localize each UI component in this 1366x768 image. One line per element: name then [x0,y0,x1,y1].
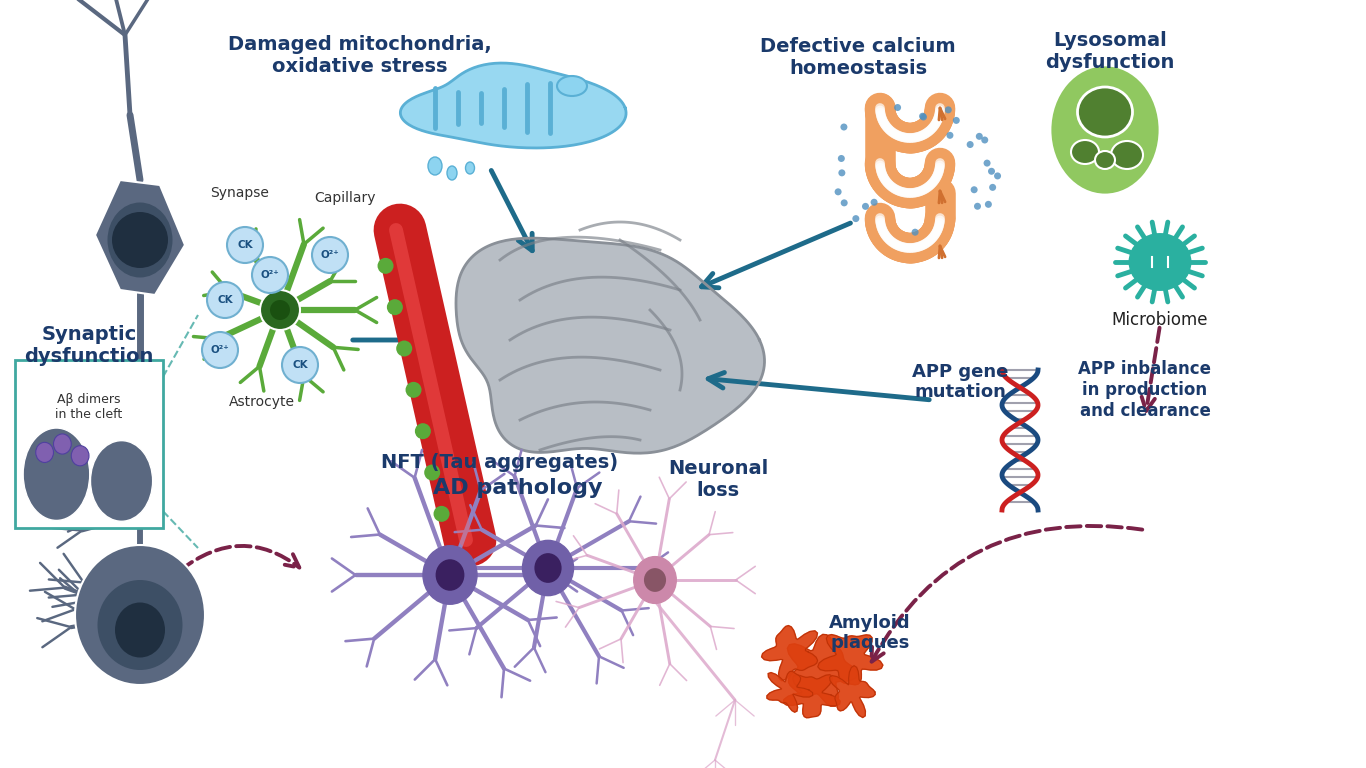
Circle shape [952,117,960,124]
Ellipse shape [1111,141,1143,169]
Circle shape [837,155,844,162]
Circle shape [251,257,288,293]
Circle shape [919,114,928,121]
Ellipse shape [108,203,172,277]
Circle shape [281,347,318,383]
Polygon shape [96,180,184,295]
Ellipse shape [36,442,53,462]
Polygon shape [829,666,876,717]
Ellipse shape [1071,140,1100,164]
Circle shape [945,106,952,114]
Ellipse shape [428,157,443,175]
Text: AD pathology: AD pathology [433,478,602,498]
Ellipse shape [1096,151,1115,169]
Ellipse shape [71,445,89,466]
Polygon shape [456,238,765,453]
Text: Microbiome: Microbiome [1112,311,1209,329]
Ellipse shape [75,545,205,685]
Text: Capillary: Capillary [314,191,376,205]
Ellipse shape [534,553,561,583]
Circle shape [208,282,243,318]
Circle shape [840,124,847,131]
Text: O²⁺: O²⁺ [210,345,229,355]
Text: Lysosomal
dysfunction: Lysosomal dysfunction [1045,31,1175,72]
Text: Synaptic
dysfunction: Synaptic dysfunction [25,325,154,366]
Circle shape [425,465,440,481]
Text: Damaged mitochondria,
oxidative stress: Damaged mitochondria, oxidative stress [228,35,492,75]
Text: Astrocyte: Astrocyte [229,395,295,409]
Circle shape [396,340,413,356]
Circle shape [994,173,1001,180]
Circle shape [989,184,996,191]
Text: APP inbalance
in production
and clearance: APP inbalance in production and clearanc… [1079,360,1212,420]
Polygon shape [762,626,818,680]
Ellipse shape [115,603,165,657]
Polygon shape [818,634,882,685]
Text: Synapse: Synapse [210,186,269,200]
Circle shape [870,199,877,206]
Circle shape [112,212,168,268]
Circle shape [981,137,988,144]
Circle shape [260,290,301,330]
Circle shape [270,300,290,320]
Text: Aβ dimers
in the cleft: Aβ dimers in the cleft [56,393,123,421]
Circle shape [202,332,238,368]
Polygon shape [766,671,813,712]
Text: O²⁺: O²⁺ [321,250,339,260]
Ellipse shape [557,76,587,96]
Ellipse shape [97,580,183,670]
Circle shape [377,258,393,274]
Ellipse shape [423,546,477,604]
Text: APP gene
mutation: APP gene mutation [912,362,1008,402]
Circle shape [984,160,990,167]
Circle shape [311,237,348,273]
Circle shape [406,382,422,398]
Ellipse shape [23,428,90,521]
Circle shape [895,104,902,111]
Ellipse shape [1127,232,1193,292]
Text: CK: CK [217,295,232,305]
Text: Defective calcium
homeostasis: Defective calcium homeostasis [761,38,956,78]
Circle shape [971,187,978,194]
Ellipse shape [90,441,153,521]
Polygon shape [787,634,858,707]
Ellipse shape [447,166,458,180]
Circle shape [227,227,264,263]
Ellipse shape [436,559,464,591]
Text: NFT (Tau aggregates): NFT (Tau aggregates) [381,452,619,472]
Circle shape [985,201,992,208]
Ellipse shape [643,568,667,592]
Circle shape [839,170,846,177]
Circle shape [840,200,848,207]
Ellipse shape [634,557,676,604]
Text: Neuronal
loss: Neuronal loss [668,459,768,501]
Circle shape [862,203,869,210]
Text: CK: CK [292,360,307,370]
Ellipse shape [523,541,574,596]
Circle shape [975,133,982,140]
Ellipse shape [466,162,474,174]
Circle shape [835,188,841,195]
Circle shape [415,423,430,439]
Circle shape [974,203,981,210]
Ellipse shape [53,434,71,454]
Circle shape [387,300,403,315]
Text: O²⁺: O²⁺ [261,270,280,280]
Circle shape [988,167,994,175]
Circle shape [947,132,953,139]
Text: Amyloid
plaques: Amyloid plaques [829,614,911,652]
FancyBboxPatch shape [15,360,163,528]
Polygon shape [783,675,840,718]
Circle shape [967,141,974,148]
Circle shape [852,215,859,222]
Polygon shape [400,63,626,148]
Circle shape [433,506,449,521]
Ellipse shape [1078,87,1132,137]
Circle shape [911,229,918,236]
Ellipse shape [1050,65,1160,195]
Circle shape [919,113,926,120]
Text: CK: CK [238,240,253,250]
